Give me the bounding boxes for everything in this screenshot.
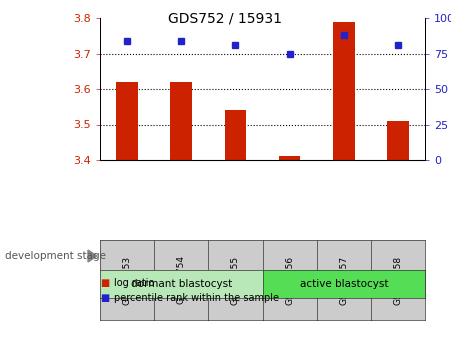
Text: GSM27753: GSM27753 xyxy=(123,255,132,305)
Text: ■: ■ xyxy=(100,278,109,288)
Bar xyxy=(333,21,354,160)
Text: active blastocyst: active blastocyst xyxy=(299,279,388,289)
Text: GSM27758: GSM27758 xyxy=(393,255,402,305)
Text: GSM27754: GSM27754 xyxy=(177,256,186,305)
Text: log ratio: log ratio xyxy=(114,278,154,288)
Bar xyxy=(225,110,246,160)
Text: percentile rank within the sample: percentile rank within the sample xyxy=(114,293,279,303)
Text: ■: ■ xyxy=(100,293,109,303)
Text: GSM27756: GSM27756 xyxy=(285,255,294,305)
Text: development stage: development stage xyxy=(5,251,106,261)
Bar xyxy=(170,82,192,160)
Bar xyxy=(387,121,409,160)
Text: dormant blastocyst: dormant blastocyst xyxy=(131,279,232,289)
Text: GSM27757: GSM27757 xyxy=(339,255,348,305)
Text: GSM27755: GSM27755 xyxy=(231,255,240,305)
Polygon shape xyxy=(88,250,97,262)
Text: GDS752 / 15931: GDS752 / 15931 xyxy=(169,12,282,26)
Bar xyxy=(279,156,300,160)
Bar xyxy=(116,82,138,160)
